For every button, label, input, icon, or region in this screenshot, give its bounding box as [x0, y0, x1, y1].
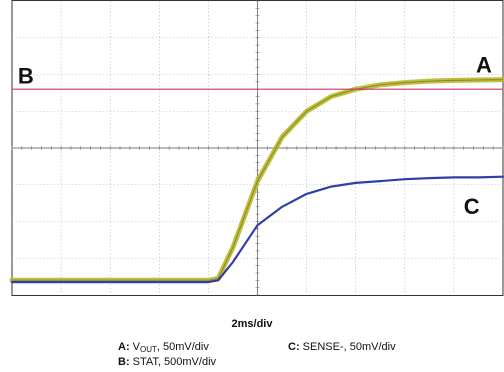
- legend-a-pre: V: [132, 341, 141, 353]
- oscilloscope-plot: A B C: [9, 0, 504, 296]
- legend-a-sub: OUT: [140, 345, 157, 354]
- legend-item-c: C: SENSE-, 50mV/div: [288, 341, 396, 354]
- grid: [11, 0, 504, 296]
- legend-c-text: SENSE-, 50mV/div: [302, 341, 396, 353]
- legend-key-a: A:: [118, 341, 130, 353]
- legend-b-text: STAT, 500mV/div: [132, 356, 217, 368]
- trace-a-core: [12, 79, 504, 281]
- legend-item-a: A: VOUT, 50mV/div: [118, 341, 216, 356]
- legend-a-post: , 50mV/div: [156, 341, 209, 353]
- trace-labels: A B C: [18, 53, 492, 219]
- trace-c: [10, 175, 504, 284]
- legend-right: C: SENSE-, 50mV/div: [288, 341, 396, 354]
- timebase-label: 2ms/div: [231, 318, 273, 330]
- legend-key-c: C:: [288, 341, 300, 353]
- traces: [9, 77, 504, 284]
- legend-left: A: VOUT, 50mV/div B: STAT, 500mV/div: [118, 341, 216, 369]
- legend-item-b: B: STAT, 500mV/div: [118, 356, 216, 369]
- trace-label-c: C: [464, 194, 480, 219]
- legend-key-b: B:: [118, 356, 130, 368]
- trace-label-a: A: [476, 53, 492, 78]
- trace-label-b: B: [18, 64, 34, 89]
